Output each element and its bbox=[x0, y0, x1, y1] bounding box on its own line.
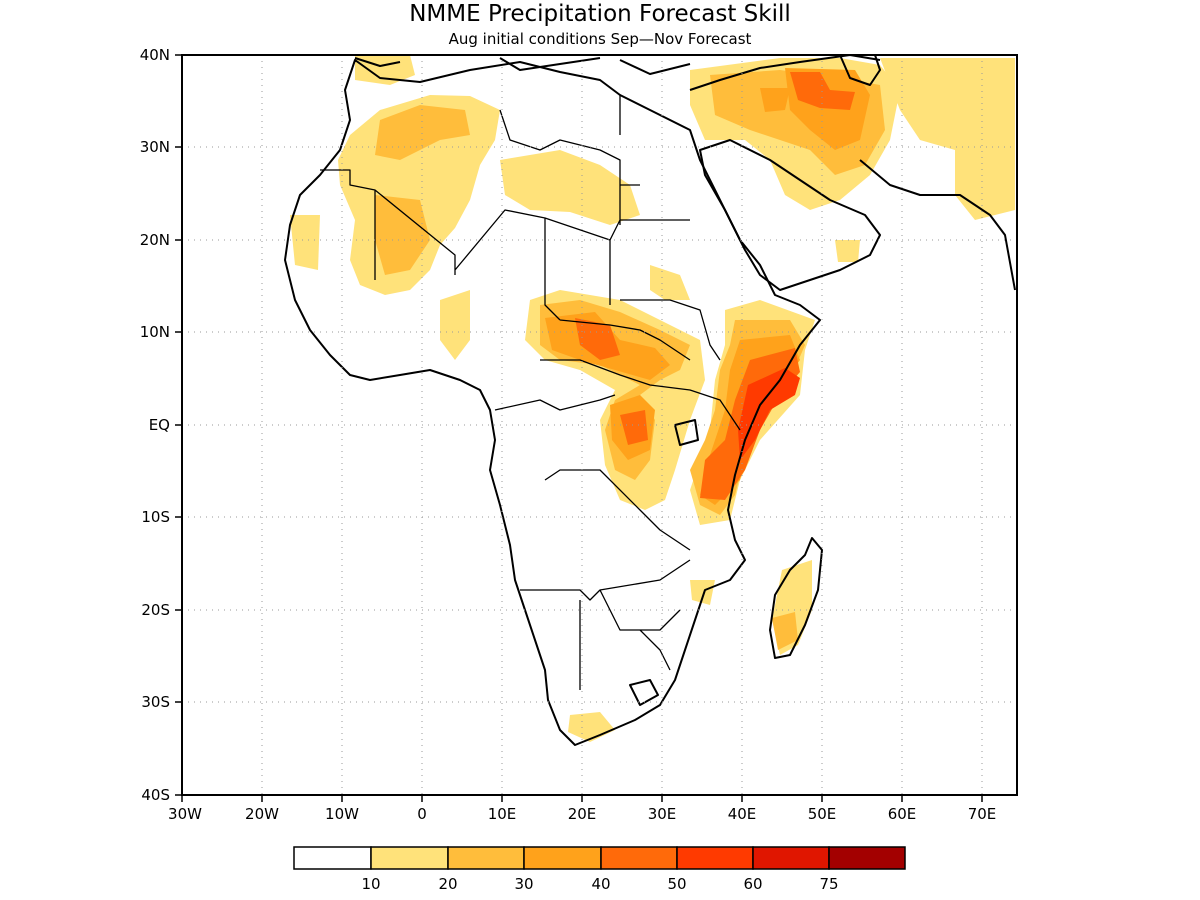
y-tick-label: 40S bbox=[141, 786, 170, 804]
skill-patch-sahel-east bbox=[650, 265, 690, 300]
europe-coastline bbox=[354, 57, 691, 75]
color-legend: 10 20 30 40 50 60 75 bbox=[293, 846, 906, 893]
x-tick-label: 20W bbox=[245, 805, 279, 823]
iran-coastline bbox=[859, 159, 1016, 291]
skill-core-west-africa bbox=[375, 195, 430, 275]
coastlines bbox=[284, 54, 1016, 746]
skill-vhigh-central bbox=[575, 318, 620, 360]
y-tick-label: EQ bbox=[149, 416, 170, 434]
legend-swatch bbox=[370, 846, 449, 870]
skill-vhigh-congo bbox=[620, 410, 648, 445]
x-tick-label: 40E bbox=[728, 805, 757, 823]
madagascar-coastline bbox=[769, 537, 823, 659]
legend-label: 10 bbox=[361, 875, 380, 893]
skill-patch-guinea bbox=[440, 290, 470, 360]
y-tick-labels: 40N 30N 20N 10N EQ 10S 20S 30S 40S bbox=[140, 46, 170, 804]
y-tick-label: 10N bbox=[140, 323, 170, 341]
legend-label: 40 bbox=[591, 875, 610, 893]
map-plot: 30W 20W 10W 0 10E 20E 30E 40E 50E 60E 70… bbox=[140, 46, 1018, 823]
x-tick-label: 30W bbox=[168, 805, 202, 823]
x-tick-label: 20E bbox=[568, 805, 597, 823]
x-tick-labels: 30W 20W 10W 0 10E 20E 30E 40E 50E 60E 70… bbox=[168, 805, 996, 823]
skill-patch-central-sahara bbox=[500, 150, 640, 225]
skill-patch-arabia-south bbox=[835, 240, 860, 262]
y-tick-label: 20N bbox=[140, 231, 170, 249]
y-tick-label: 30S bbox=[141, 693, 170, 711]
lake-victoria bbox=[674, 419, 699, 446]
legend-label: 30 bbox=[514, 875, 533, 893]
skill-patch-west-africa bbox=[290, 215, 320, 270]
skill-max-east bbox=[738, 368, 800, 460]
country-borders bbox=[320, 95, 741, 690]
y-tick-label: 40N bbox=[140, 46, 170, 64]
skill-shading bbox=[290, 55, 1015, 742]
legend-swatch bbox=[828, 846, 906, 870]
arabia-coastline bbox=[699, 139, 881, 291]
tick-marks bbox=[175, 54, 983, 802]
legend-label: 50 bbox=[667, 875, 686, 893]
skill-core-northwest bbox=[375, 105, 470, 160]
x-tick-label: 10E bbox=[488, 805, 517, 823]
legend-label: 20 bbox=[438, 875, 457, 893]
legend-labels: 10 20 30 40 50 60 75 bbox=[361, 875, 838, 893]
legend-swatch bbox=[293, 846, 372, 870]
south-africa-lesotho bbox=[629, 679, 659, 706]
y-tick-label: 20S bbox=[141, 601, 170, 619]
caspian-coastline bbox=[839, 54, 881, 86]
figure-title: NMME Precipitation Forecast Skill bbox=[409, 1, 791, 27]
figure-subtitle: Aug initial conditions Sep—Nov Forecast bbox=[449, 30, 752, 48]
border-lines bbox=[320, 95, 741, 690]
skill-high-mideast-2 bbox=[760, 88, 790, 112]
legend-swatch bbox=[523, 846, 602, 870]
x-tick-label: 30E bbox=[648, 805, 677, 823]
skill-patch-iran-east bbox=[880, 58, 1015, 220]
legend-swatches bbox=[293, 846, 906, 870]
legend-swatch bbox=[600, 846, 678, 870]
legend-swatch bbox=[447, 846, 525, 870]
x-tick-label: 70E bbox=[968, 805, 997, 823]
x-tick-label: 10W bbox=[325, 805, 359, 823]
skill-patch-southeast-africa bbox=[690, 580, 715, 605]
x-tick-label: 0 bbox=[417, 805, 427, 823]
y-tick-label: 10S bbox=[141, 508, 170, 526]
legend-swatch bbox=[752, 846, 830, 870]
legend-swatch bbox=[676, 846, 754, 870]
y-tick-label: 30N bbox=[140, 138, 170, 156]
legend-label: 60 bbox=[743, 875, 762, 893]
x-tick-label: 60E bbox=[888, 805, 917, 823]
x-tick-label: 50E bbox=[808, 805, 837, 823]
legend-label: 75 bbox=[819, 875, 838, 893]
skill-core-madagascar bbox=[772, 612, 798, 650]
